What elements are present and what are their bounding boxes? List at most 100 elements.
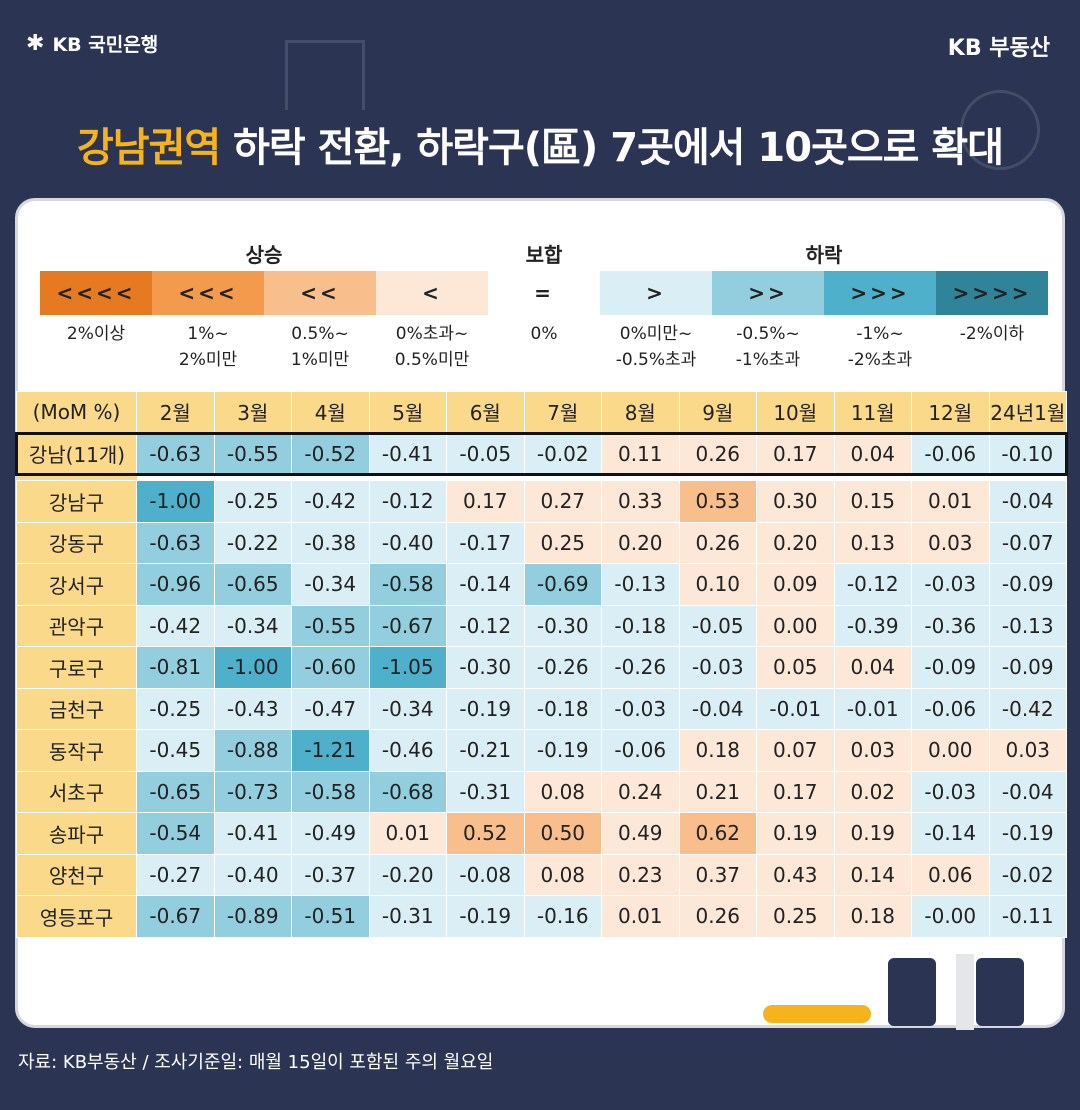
mom-value-cell: -0.22 [213, 521, 292, 564]
district-name: 동작구 [16, 729, 137, 772]
legend-swatches: <<<< <<< << < = > >> >>> >>>> [40, 271, 1064, 315]
mom-value-cell: -0.65 [213, 563, 292, 606]
mom-value-cell: -0.37 [291, 853, 370, 896]
gap-cell [291, 474, 369, 481]
mom-value-cell: -0.19 [523, 729, 602, 772]
mom-value-cell: -0.14 [911, 812, 990, 855]
legend-swatch: > [600, 271, 712, 315]
mom-value-cell: 0.10 [678, 563, 757, 606]
mom-value-cell: -0.30 [523, 604, 602, 647]
mom-value-cell: -0.47 [291, 687, 370, 730]
month-header: 4월 [291, 391, 370, 434]
mom-value-cell: -0.39 [833, 604, 912, 647]
legend-description-line: 0.5%미만 [394, 350, 470, 371]
mom-value-cell: 0.21 [678, 770, 757, 813]
mom-value-cell: -0.45 [136, 729, 215, 772]
mom-value-cell: 0.18 [678, 729, 757, 772]
legend-groups: 상승 보합 하락 [40, 239, 1064, 269]
mom-value-cell: -0.07 [988, 521, 1067, 564]
mom-value-cell: -0.06 [601, 729, 680, 772]
mom-value-cell: -0.26 [523, 646, 602, 689]
legend-swatch: < [376, 271, 488, 315]
source-note: 자료: KB부동산 / 조사기준일: 매월 15일이 포함된 주의 월요일 [18, 1052, 494, 1073]
mom-value-cell: -0.05 [678, 604, 757, 647]
table-row: 송파구 -0.54 -0.41 -0.49 0.01 0.52 0.50 0.49 0.62 0.… [16, 812, 1067, 855]
table-row: 강서구 -0.96 -0.65 -0.34 -0.58 -0.14 -0.69 -0.13 0.… [16, 563, 1067, 606]
mom-value-cell: 0.26 [678, 521, 757, 564]
gap-cell [524, 474, 602, 481]
mom-value-cell: 0.30 [756, 480, 835, 523]
mom-value-cell: -0.42 [988, 687, 1067, 730]
mom-value-cell: -0.19 [446, 895, 525, 938]
mom-value-cell: -0.18 [601, 604, 680, 647]
mom-value-cell: -0.17 [446, 521, 525, 564]
legend-description-line: 2%이상 [66, 324, 126, 344]
mom-value-cell: -0.25 [213, 480, 292, 523]
mom-value-cell: -0.11 [988, 895, 1067, 938]
mom-table: (MoM %) 2월 3월 4월 5월 6월 7월 8월 9월 10월 11월 12월 24년1월 강남(… [15, 391, 1068, 938]
table-row: 구로구 -0.81 -1.00 -0.60 -1.05 -0.30 -0.26 -0.26 -0… [16, 646, 1067, 689]
mom-value-cell: -0.02 [523, 431, 602, 476]
legend-description-line: -1%초과 [735, 350, 801, 371]
bank-logo-text: KB 국민은행 [52, 34, 159, 56]
month-header: 8월 [601, 391, 680, 434]
gap-cell [214, 474, 292, 481]
legend-description-line: 1%~ [187, 324, 229, 344]
gap-cell [834, 474, 912, 481]
mom-value-cell: -0.58 [368, 563, 447, 606]
mom-value-cell: -0.81 [136, 646, 215, 689]
legend-description-line: -0.5%~ [736, 324, 800, 344]
mom-value-cell: -0.14 [446, 563, 525, 606]
district-name: 강남(11개) [15, 431, 137, 476]
month-header: 7월 [523, 391, 602, 434]
mom-value-cell: -0.46 [368, 729, 447, 772]
mom-value-cell: -0.34 [291, 563, 370, 606]
mom-value-cell: -0.42 [136, 604, 215, 647]
mom-value-cell: 0.14 [833, 853, 912, 896]
mom-value-cell: -0.49 [291, 812, 370, 855]
district-name: 강서구 [16, 563, 137, 606]
mom-value-cell: 0.62 [678, 812, 757, 855]
mom-value-cell: 0.20 [756, 521, 835, 564]
mom-value-cell: -0.01 [756, 687, 835, 730]
mom-value-cell: -0.65 [136, 770, 215, 813]
gap-cell [16, 474, 137, 481]
mom-value-cell: 0.19 [833, 812, 912, 855]
legend-description: 0%초과~ 0.5%미만 [376, 321, 488, 374]
mom-value-cell: -0.41 [368, 431, 447, 476]
mom-value-cell: 0.37 [678, 853, 757, 896]
mom-value-cell: -0.31 [368, 895, 447, 938]
mom-value-cell: 0.15 [833, 480, 912, 523]
district-name: 강남구 [16, 480, 137, 523]
mom-value-cell: -0.13 [988, 604, 1067, 647]
headline-rest: 하락 전환, 하락구(區) 7곳에서 10곳으로 확대 [220, 125, 1004, 171]
mom-value-cell: -0.69 [523, 563, 602, 606]
table-row: 강남구 -1.00 -0.25 -0.42 -0.12 0.17 0.27 0.33 0.53 0… [16, 480, 1067, 523]
mom-value-cell: -0.30 [446, 646, 525, 689]
mom-value-cell: 0.43 [756, 853, 835, 896]
mom-value-cell: 0.04 [833, 646, 912, 689]
mom-value-cell: 0.08 [523, 770, 602, 813]
district-name: 구로구 [16, 646, 137, 689]
legend-swatch: << [264, 271, 376, 315]
mom-value-cell: 0.18 [833, 895, 912, 938]
headline-accent: 강남권역 [76, 125, 221, 171]
mom-value-cell: 0.06 [911, 853, 990, 896]
legend-description-line: 0% [530, 324, 558, 344]
table-row: 양천구 -0.27 -0.40 -0.37 -0.20 -0.08 0.08 0.23 0.37… [16, 853, 1067, 896]
legend-description: 0%미만~ -0.5%초과 [600, 321, 712, 374]
mom-value-cell: 0.23 [601, 853, 680, 896]
mom-value-cell: -1.21 [291, 729, 370, 772]
mom-value-cell: 0.07 [756, 729, 835, 772]
mom-value-cell: -0.13 [601, 563, 680, 606]
mom-value-cell: -0.31 [446, 770, 525, 813]
legend-description-line: -0.5%초과 [615, 350, 697, 371]
legend-description-line: 0.5%~ [291, 324, 349, 344]
legend-description: 0% [488, 321, 600, 347]
month-header: 3월 [213, 391, 292, 434]
mom-value-cell: 0.27 [523, 480, 602, 523]
mom-value-cell: -0.42 [291, 480, 370, 523]
mom-value-cell: -0.05 [446, 431, 525, 476]
mom-value-cell: -0.88 [213, 729, 292, 772]
month-header: 24년1월 [988, 391, 1067, 434]
